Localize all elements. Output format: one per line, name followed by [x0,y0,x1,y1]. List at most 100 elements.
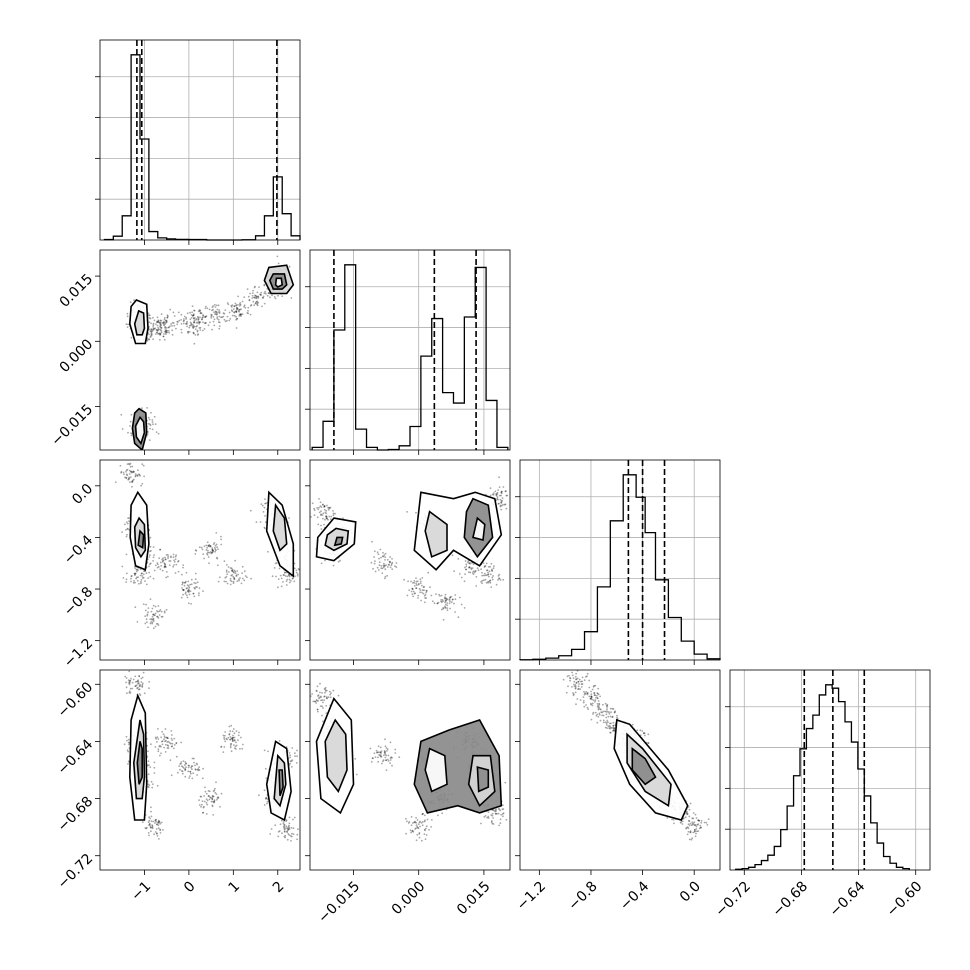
scatter-point [136,680,139,682]
scatter-point [689,830,692,832]
scatter-point [275,575,277,578]
scatter-point [268,292,270,294]
scatter-point [150,820,153,823]
scatter-point [231,568,234,571]
scatter-point [225,575,228,578]
scatter-point [505,490,507,493]
scatter-point [423,814,426,817]
scatter-point [154,822,156,824]
scatter-point [210,315,213,318]
scatter-point [323,508,326,511]
scatter-point [235,308,238,311]
scatter-point [416,825,419,828]
scatter-point [226,582,229,585]
scatter-point [318,511,321,514]
scatter-point [220,543,223,546]
scatter-point [205,813,208,815]
y-tick-label: 0.0 [69,481,96,508]
scatter-point [129,466,132,468]
scatter-point [172,311,175,314]
scatter-point [700,826,702,829]
scatter-point [608,727,610,729]
panel-plot-area [310,476,509,621]
scatter-point [326,697,328,700]
scatter-point [597,704,599,707]
scatter-point [159,822,162,825]
scatter-point [384,568,387,571]
scatter-point [194,317,196,319]
scatter-point [217,796,219,799]
scatter-point [442,618,445,621]
scatter-point [240,313,243,316]
scatter-point [278,740,281,742]
scatter-point [590,695,593,698]
scatter-point [691,837,694,840]
scatter-point [286,838,289,841]
scatter-point [263,506,266,509]
scatter-point [288,574,290,576]
scatter-point [142,573,145,576]
scatter-point [472,573,475,576]
scatter-point [500,501,502,504]
scatter-point [194,764,196,767]
scatter-point [694,824,696,827]
scatter-point [689,831,692,834]
panel-frame [99,459,301,661]
scatter-point [183,318,185,320]
scatter-point [231,574,234,576]
scatter-point [385,759,388,762]
scatter-point [148,338,150,340]
scatter-point [153,554,156,556]
scatter-point [148,338,151,341]
scatter-point [157,319,160,322]
scatter-point [611,707,614,710]
axis-ticks [95,275,279,455]
scatter-point [129,462,132,465]
scatter-point [594,699,597,702]
scatter-point [414,820,416,823]
scatter-point [609,727,611,730]
scatter-point [132,581,135,584]
scatter-point [202,806,205,809]
scatter-point [240,736,242,739]
scatter-point [495,808,498,811]
scatter-point [383,754,385,757]
scatter-point [425,834,428,836]
scatter-point [584,676,587,678]
scatter-point [191,315,194,317]
scatter-point [137,576,139,578]
scatter-point [138,582,140,585]
panel-frame [519,669,721,871]
scatter-point [419,825,421,828]
scatter-point [191,757,194,760]
scatter-point [154,327,157,330]
scatter-point [214,313,216,315]
scatter-point [125,535,128,538]
scatter-point [153,772,156,774]
scatter-point [235,327,238,329]
scatter-point [129,476,132,479]
scatter-point [160,821,163,824]
scatter-point [164,565,167,568]
scatter-point [325,515,328,518]
scatter-point [120,471,122,474]
scatter-point [691,824,693,827]
scatter-point [217,580,220,583]
scatter-point [444,605,446,608]
scatter-point [582,700,585,702]
scatter-point [145,603,148,606]
scatter-point [287,829,289,832]
scatter-point [444,596,446,599]
scatter-point [372,757,374,760]
scatter-point [187,602,190,605]
scatter-point [158,332,160,335]
scatter-point [259,293,261,296]
scatter-point [220,745,223,748]
scatter-point [325,704,328,707]
scatter-point [207,795,210,798]
scatter-point [163,610,166,613]
scatter-point [608,711,610,713]
scatter-point [592,711,595,714]
scatter-point [489,579,491,582]
scatter-point [288,265,291,268]
